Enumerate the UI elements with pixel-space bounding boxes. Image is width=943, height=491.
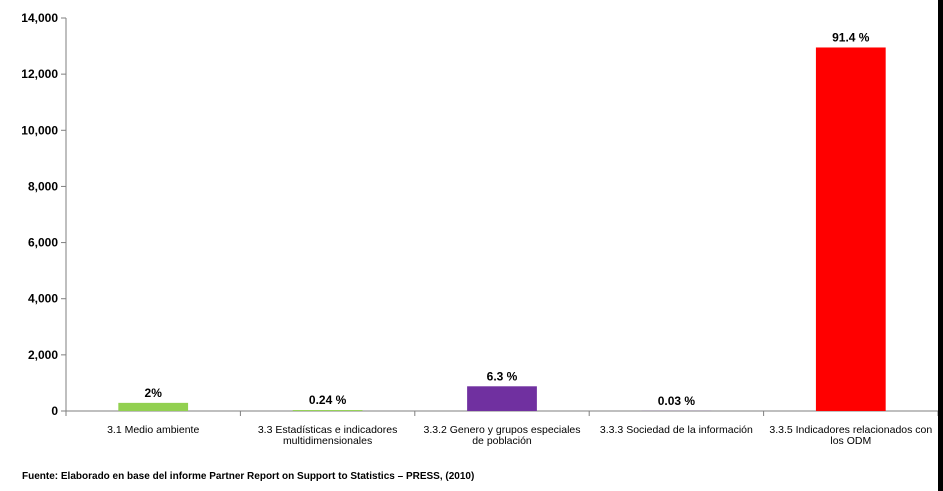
x-category-label-line: 3.1 Medio ambiente [107,424,199,436]
bar [292,410,363,411]
x-axis: 3.1 Medio ambiente 3.3 Estadísticas e ind… [65,410,939,447]
bar-data-label: 0.24 % [309,393,347,407]
x-category-label-line: 3.3.5 Indicadores relacionados con [769,424,932,436]
x-category-label-line: 3.3 Estadísticas e indicadores [258,424,398,436]
y-tick-label: 6,000 [28,236,58,250]
source-note: Fuente: Elaborado en base del informe Pa… [22,471,475,482]
data-labels: 2% 0.24 % 6.3 % 0.03 % 91.4 % [145,30,870,407]
y-tick-label: 2,000 [28,348,58,362]
x-category-label-line: 3.3.2 Genero y grupos especiales [423,424,580,436]
bar-data-label: 2% [145,386,163,400]
x-category-label-line: de población [472,435,532,447]
bar [118,402,189,411]
x-category-label-line: 3.3.3 Sociedad de la información [600,424,753,436]
x-category-label: 3.3.3 Sociedad de la información [600,424,753,436]
x-category-label-line: los ODM [830,435,871,447]
bar-data-label: 6.3 % [487,369,518,383]
y-tick-label: 12,000 [21,67,58,81]
x-category-label-line: multidimensionales [283,435,372,447]
bar-data-label: 0.03 % [658,394,696,408]
bar [467,386,537,411]
x-category-label: 3.3.5 Indicadores relacionados con los OD… [769,424,932,447]
bars [118,47,886,411]
y-tick-label: 0 [51,404,58,418]
x-category-label: 3.3 Estadísticas e indicadores multidimen… [258,424,398,447]
y-tick-label: 14,000 [21,11,58,25]
x-category-label: 3.3.2 Genero y grupos especiales de pobla… [423,424,580,447]
y-axis: 0 2,000 4,000 6,000 8,000 10,000 12,000 14,000 [21,11,67,418]
bar [815,47,886,411]
x-category-label: 3.1 Medio ambiente [107,424,199,436]
y-tick-label: 8,000 [28,179,58,193]
y-tick-label: 4,000 [28,292,58,306]
y-tick-label: 10,000 [21,123,58,137]
bar-data-label: 91.4 % [832,30,870,44]
right-border [938,0,943,491]
